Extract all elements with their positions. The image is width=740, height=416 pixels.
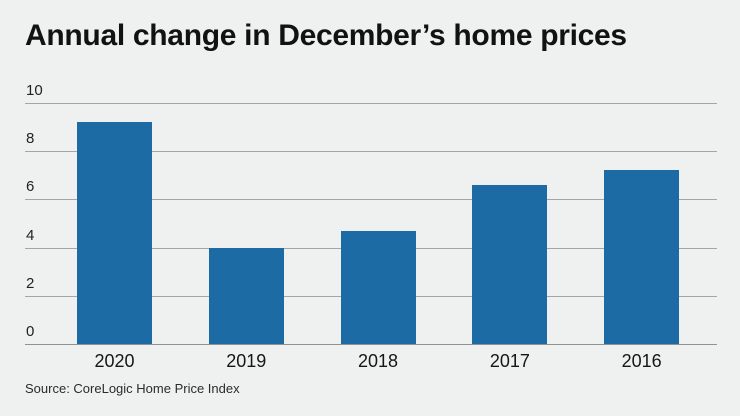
x-axis-tick-label: 2019	[226, 351, 267, 371]
bar-2017	[472, 184, 548, 344]
chart-title: Annual change in December’s home prices	[25, 19, 627, 52]
y-axis-tick-label: 8	[26, 130, 35, 148]
x-axis-tick-label: 2018	[358, 351, 399, 371]
bar-2020	[76, 122, 152, 344]
y-axis-tick-label: 4	[26, 226, 35, 244]
x-axis-tick-label: 2020	[94, 351, 135, 371]
bar-2016	[604, 170, 680, 344]
y-axis-tick-label: 10	[26, 82, 43, 99]
bar-2019	[208, 247, 284, 344]
gridline-y-8	[25, 151, 717, 153]
y-axis-tick-label: 0	[26, 323, 35, 340]
gridline-y-6	[25, 199, 717, 201]
y-axis-tick-label: 6	[26, 178, 35, 196]
y-axis-tick-label: 2	[26, 274, 35, 292]
plot-area: 0 2 4 6 8 10 2020 2019 2018 2017 2016	[25, 83, 717, 370]
bar-2018	[340, 230, 416, 344]
source-note: Source: CoreLogic Home Price Index	[25, 381, 240, 396]
x-axis-tick-label: 2016	[621, 351, 662, 371]
x-axis-tick-label: 2017	[489, 351, 530, 371]
gridline-y-10	[25, 103, 717, 104]
gridline-y-0	[25, 344, 717, 345]
